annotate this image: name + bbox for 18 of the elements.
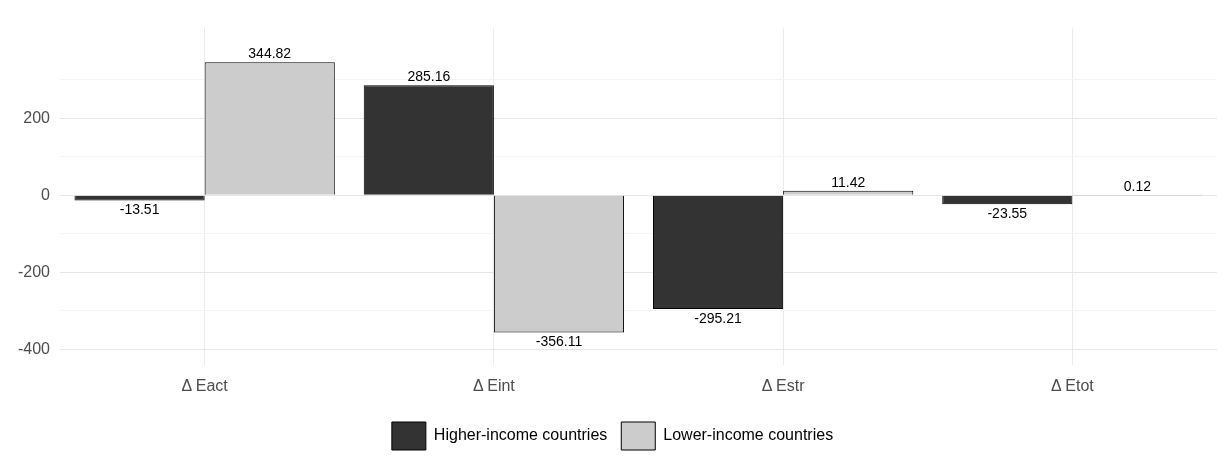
x-tick-label: Δ Eint <box>472 376 516 394</box>
data-label: 0.12 <box>1123 178 1152 195</box>
data-label: -23.55 <box>987 205 1028 222</box>
data-label: -295.21 <box>694 309 743 326</box>
data-label: 344.82 <box>248 45 292 62</box>
data-label: -13.51 <box>119 201 160 218</box>
x-tick-label: Δ Estr <box>761 376 806 394</box>
legend-label: Higher-income countries <box>433 426 608 444</box>
y-tick-label: -200 <box>17 262 51 280</box>
legend-label: Lower-income countries <box>663 426 834 444</box>
x-tick-label: Δ Etot <box>1051 376 1095 394</box>
data-label: -356.11 <box>535 333 583 350</box>
data-label: 11.42 <box>831 173 866 190</box>
data-label: 285.16 <box>407 68 451 85</box>
y-tick-label: 200 <box>23 108 51 126</box>
y-tick-label: 0 <box>41 185 51 203</box>
x-tick-label: Δ Eact <box>181 376 229 394</box>
y-tick-label: -400 <box>17 339 51 357</box>
